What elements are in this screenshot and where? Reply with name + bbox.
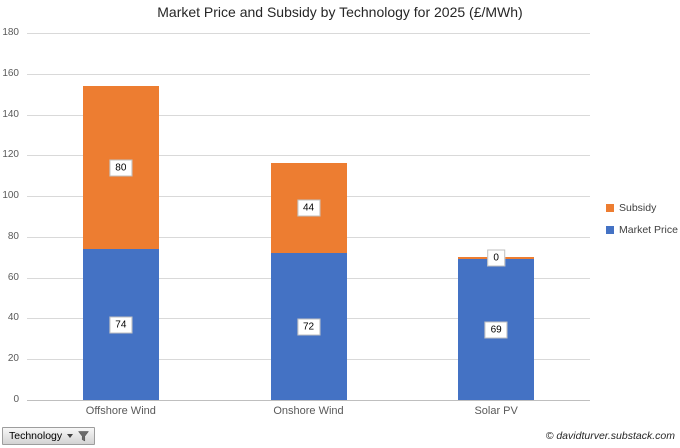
legend-item-subsidy: Subsidy <box>606 202 678 214</box>
data-label: 72 <box>296 318 321 336</box>
data-label: 44 <box>296 199 321 217</box>
y-axis-tick-label: 180 <box>2 27 19 38</box>
data-label: 69 <box>484 321 508 339</box>
gridline <box>27 155 590 157</box>
y-axis-tick-label: 140 <box>2 108 19 120</box>
y-axis-tick-label: 160 <box>2 67 19 79</box>
y-axis-tick-label: 120 <box>2 149 19 161</box>
y-axis-tick-label: 100 <box>2 190 19 202</box>
chevron-down-icon <box>67 434 74 438</box>
y-axis-tick-label: 80 <box>7 230 19 242</box>
legend-swatch-icon <box>606 226 614 234</box>
legend-label: Subsidy <box>619 202 657 214</box>
filter-funnel-icon <box>78 430 90 441</box>
data-label: 80 <box>109 159 133 177</box>
chart-title: Market Price and Subsidy by Technology f… <box>157 4 523 20</box>
legend-item-market-price: Market Price <box>606 224 678 236</box>
data-label: 0 <box>487 249 505 267</box>
y-axis-tick-label: 40 <box>7 312 19 324</box>
gridline <box>27 114 590 116</box>
field-button-label: Technology <box>9 430 63 442</box>
x-axis-category-label: Solar PV <box>474 405 518 417</box>
x-axis-line <box>27 400 590 401</box>
legend-swatch-icon <box>606 204 614 212</box>
technology-field-button[interactable]: Technology <box>2 427 96 445</box>
legend: Subsidy Market Price <box>606 202 678 236</box>
data-label: 74 <box>109 316 133 334</box>
gridline <box>27 73 590 75</box>
x-axis-category-label: Offshore Wind <box>85 405 156 417</box>
y-axis-tick-label: 20 <box>7 353 19 365</box>
legend-label: Market Price <box>619 224 678 236</box>
gridline <box>27 33 590 34</box>
y-axis-tick-label: 60 <box>7 271 19 283</box>
attribution-text: © davidturver.substack.com <box>545 430 675 442</box>
x-axis-category-label: Onshore Wind <box>273 405 344 417</box>
y-axis-tick-label: 0 <box>13 394 19 405</box>
